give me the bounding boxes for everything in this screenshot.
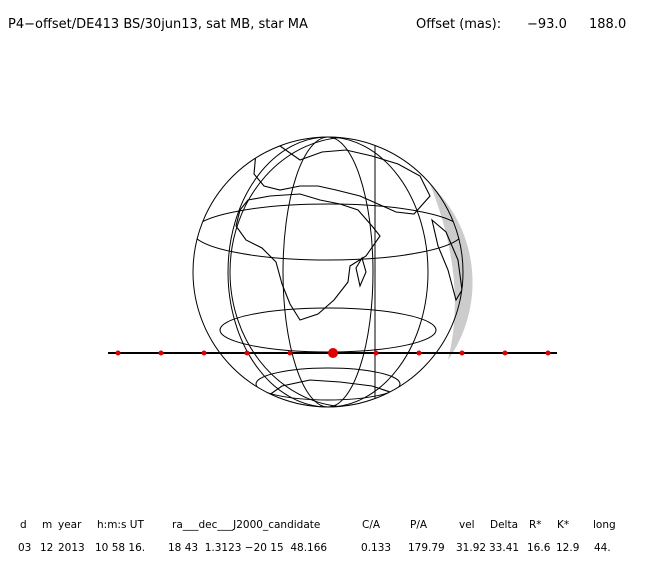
offset-y: 188.0 [589, 17, 626, 32]
column-header: P/A [410, 519, 428, 531]
night-side [430, 184, 473, 360]
time-marker [459, 350, 465, 356]
time-markers [115, 348, 551, 358]
meridian [229, 137, 463, 407]
globe-limb [192, 136, 464, 408]
cell: 12.9 [556, 542, 579, 554]
madagascar [355, 256, 367, 288]
time-marker [545, 350, 551, 356]
latitude-line [255, 367, 401, 401]
meridian [227, 137, 429, 407]
cell: 179.79 [408, 542, 445, 554]
africa [235, 193, 381, 321]
column-header: Delta [490, 519, 518, 531]
offset-x: −93.0 [527, 17, 567, 32]
column-header: h:m:s UT [97, 519, 144, 531]
antarctica [261, 379, 405, 407]
cell: 03 [18, 542, 31, 554]
time-marker [158, 350, 164, 356]
cell: 33.41 [489, 542, 519, 554]
globe [192, 136, 473, 408]
column-header: R* [529, 519, 542, 531]
cell: 12 [40, 542, 53, 554]
column-header: year [58, 519, 82, 531]
time-marker [244, 350, 250, 356]
map-title: P4−offset/DE413 BS/30jun13, sat MB, star… [8, 17, 308, 32]
column-header: C/A [362, 519, 381, 531]
event-table: d m year h:m:s UT ra___dec___J2000_candidate… [18, 519, 616, 554]
column-header: K* [557, 519, 569, 531]
offset-label: Offset (mas): [416, 17, 501, 32]
time-marker [373, 350, 379, 356]
time-marker [416, 350, 422, 356]
time-marker [287, 350, 293, 356]
cell: 16.6 [527, 542, 551, 554]
meridian [282, 137, 374, 407]
cell: 18 43 1.3123 −20 15 48.166 [168, 542, 327, 554]
time-marker [115, 350, 121, 356]
time-marker [502, 350, 508, 356]
latitude-line [193, 203, 463, 261]
eurasia [253, 145, 431, 215]
cell: 31.92 [456, 542, 486, 554]
column-header: m [42, 519, 52, 531]
coastline [431, 218, 463, 302]
column-header: d [20, 519, 27, 531]
time-marker [201, 350, 207, 356]
closest-approach [328, 348, 338, 358]
cell: 2013 [58, 542, 85, 554]
column-header: vel [459, 519, 475, 531]
cell: 44. [594, 542, 611, 554]
cell: 0.133 [361, 542, 391, 554]
column-header: long [593, 519, 616, 531]
cell: 10 58 16. [95, 542, 145, 554]
column-header: ra___dec___J2000_candidate [172, 519, 320, 531]
shadow-path [108, 348, 557, 358]
